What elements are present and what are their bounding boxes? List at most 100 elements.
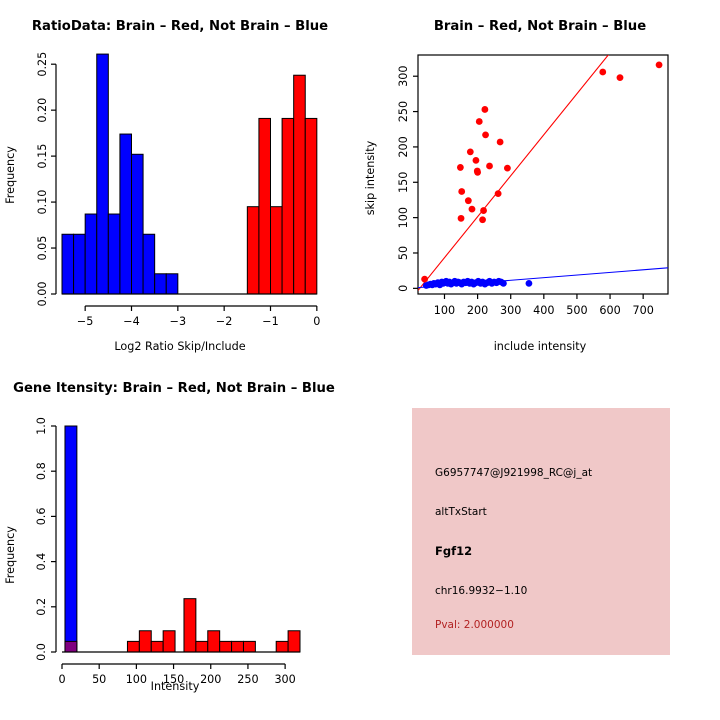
x-tick-label: 700 <box>632 304 653 317</box>
histogram-bar <box>281 117 295 295</box>
gene-histogram-plot-area: 0.0 0.2 0.4 0.6 0.8 1.0 0 50 100 150 200 250 300 <box>35 417 301 686</box>
info-line-gene-symbol: Fgf12 <box>435 544 472 558</box>
ratio-histogram-plot-area: 0.00 0.05 0.10 0.15 0.20 0.25 −5 −4 −3 −2 −1 0 <box>36 52 320 328</box>
histogram-bar <box>183 598 197 653</box>
ratio-histogram-ylabel: Frequency <box>4 146 17 204</box>
histogram-bar <box>119 133 132 295</box>
panel-gene-intensity-histogram: Gene Itensity: Brain – Red, Not Brain – … <box>0 360 360 720</box>
scatter-point <box>421 275 429 283</box>
scatter-point <box>655 61 663 69</box>
histogram-bar <box>150 640 164 653</box>
gene-histogram-title: Gene Itensity: Brain – Red, Not Brain – … <box>13 381 335 396</box>
y-tick-label: 0.6 <box>35 508 48 526</box>
histogram-bar <box>64 425 78 653</box>
info-line-locus: chr16.9932−1.10 <box>435 585 527 597</box>
y-tick-label: 0.8 <box>35 462 48 480</box>
x-tick-label: 150 <box>163 673 184 686</box>
info-line-event-type: altTxStart <box>435 506 487 518</box>
scatter-point <box>475 118 483 125</box>
brain-fit-line <box>418 55 609 291</box>
scatter-point <box>496 138 504 146</box>
histogram-bar <box>304 117 318 295</box>
x-tick-label: −2 <box>216 315 233 328</box>
scatter-point <box>481 106 489 113</box>
y-tick-label: 0.10 <box>36 190 49 215</box>
scatter-point <box>482 131 489 139</box>
histogram-bar <box>207 630 221 653</box>
histogram-bar <box>219 640 233 653</box>
x-tick-label: 200 <box>200 673 221 686</box>
histogram-bar <box>84 213 98 295</box>
scatter-point <box>474 168 482 176</box>
histogram-bar <box>126 640 140 653</box>
histogram-bar <box>61 233 75 295</box>
scatter-point <box>468 205 476 213</box>
histogram-bar <box>107 213 121 295</box>
x-tick-label: 600 <box>599 304 620 317</box>
histogram-bar <box>154 273 167 295</box>
gene-histogram-xlabel: Intensity <box>151 680 200 693</box>
gene-histogram-svg: Gene Itensity: Brain – Red, Not Brain – … <box>4 381 335 693</box>
scatter-point <box>479 216 486 224</box>
y-tick-label: 0.05 <box>36 236 49 261</box>
scatter-point <box>466 148 474 156</box>
x-tick-label: 50 <box>92 673 106 686</box>
info-panel-svg: G6957747@J921998_RC@j_at altTxStart Fgf1… <box>412 408 670 655</box>
x-tick-label: 300 <box>500 304 521 317</box>
scatter-point <box>457 214 465 222</box>
y-tick-label: 0.2 <box>35 598 48 616</box>
scatter-point <box>504 164 511 172</box>
scatter-point <box>494 190 502 197</box>
histogram-bar <box>162 630 176 653</box>
y-tick-label: 0.00 <box>36 282 49 307</box>
histogram-bar <box>246 206 260 295</box>
info-line-pvalue: Pval: 2.000000 <box>435 619 514 631</box>
x-tick-label: −5 <box>77 315 94 328</box>
scatter-point <box>616 74 624 82</box>
y-tick-label: 300 <box>397 66 410 87</box>
x-tick-label: −4 <box>123 315 140 328</box>
scatter-point <box>472 156 480 164</box>
x-tick-label: 0 <box>58 673 65 686</box>
histogram-bar <box>258 117 271 295</box>
scatter-point <box>456 164 464 171</box>
x-tick-label: 100 <box>434 304 455 317</box>
x-tick-label: 300 <box>274 673 295 686</box>
y-tick-label: 0.25 <box>36 52 49 77</box>
histogram-bar <box>142 233 156 295</box>
histogram-bar <box>195 640 209 653</box>
histogram-bar <box>138 630 152 653</box>
histogram-bar <box>270 206 283 295</box>
y-tick-label: 1.0 <box>35 417 48 435</box>
histogram-bar <box>96 53 109 295</box>
ratio-histogram-title: RatioData: Brain – Red, Not Brain – Blue <box>32 19 328 34</box>
x-tick-label: 0 <box>313 315 320 328</box>
scatter-point <box>599 68 607 76</box>
gene-histogram-ylabel: Frequency <box>4 526 17 584</box>
ratio-histogram-svg: RatioData: Brain – Red, Not Brain – Blue… <box>4 19 328 353</box>
y-tick-label: 0.0 <box>35 643 48 661</box>
histogram-bar <box>242 640 256 653</box>
histogram-bar <box>275 640 289 653</box>
histogram-bar <box>293 74 306 295</box>
scatter-point <box>525 279 533 287</box>
scatter-point <box>480 207 487 214</box>
scatter-point <box>486 162 493 170</box>
histogram-bar <box>231 640 244 653</box>
y-tick-label: 0.4 <box>35 553 48 571</box>
panel-intensity-scatter: Brain – Red, Not Brain – Blue 0 50 100 150 2… <box>360 0 720 360</box>
y-tick-label: 0.20 <box>36 98 49 123</box>
histogram-bar <box>64 640 78 653</box>
x-tick-label: −3 <box>170 315 187 328</box>
y-tick-label: 250 <box>397 101 410 122</box>
scatter-content <box>418 55 668 291</box>
y-tick-label: 150 <box>397 172 410 193</box>
plot-frame <box>417 54 669 295</box>
histogram-bar <box>165 273 179 295</box>
scatter-point <box>458 188 466 195</box>
y-tick-label: 50 <box>397 246 410 260</box>
x-tick-label: 100 <box>126 673 147 686</box>
y-tick-label: 0.15 <box>36 144 49 169</box>
x-tick-label: 250 <box>237 673 258 686</box>
